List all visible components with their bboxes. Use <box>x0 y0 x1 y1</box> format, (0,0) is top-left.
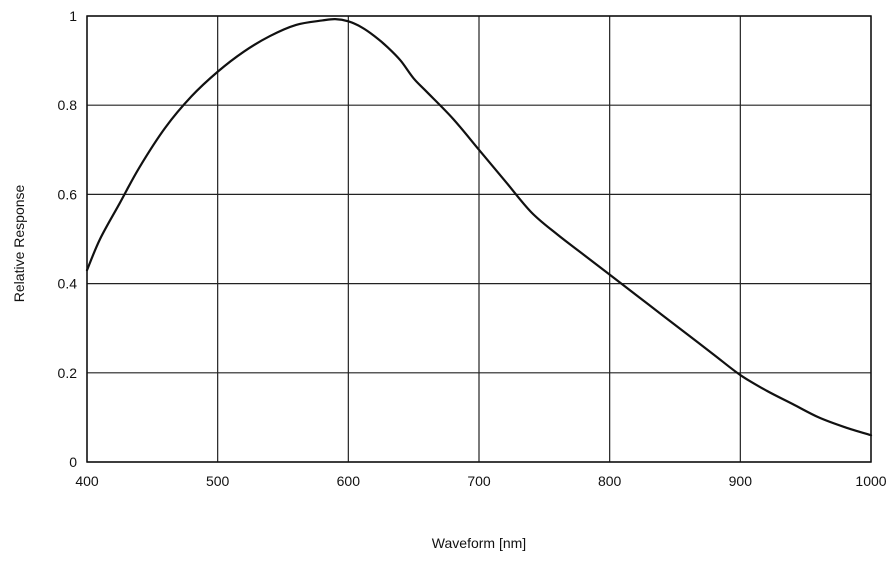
y-tick-label-4: 0.8 <box>58 97 78 113</box>
y-axis-title: Relative Response <box>11 184 27 302</box>
tick-labels: 400 500 600 700 800 900 1000 0 0.2 0.4 0.6 0.8 1 <box>58 8 887 489</box>
x-tick-label-4: 800 <box>598 473 622 489</box>
x-axis-title: Waveform [nm] <box>432 535 526 551</box>
x-tick-label-2: 600 <box>337 473 361 489</box>
x-tick-label-0: 400 <box>75 473 99 489</box>
x-tick-label-3: 700 <box>467 473 491 489</box>
plot-frame <box>86 15 872 463</box>
y-tick-label-2: 0.4 <box>58 276 78 292</box>
x-tick-label-5: 900 <box>729 473 753 489</box>
y-tick-label-1: 0.2 <box>58 365 78 381</box>
y-tick-label-0: 0 <box>69 454 77 470</box>
x-tick-label-1: 500 <box>206 473 230 489</box>
y-tick-label-3: 0.6 <box>58 186 78 202</box>
series-line-0 <box>85 17 873 437</box>
x-tick-label-6: 1000 <box>855 473 886 489</box>
y-tick-label-5: 1 <box>69 8 77 24</box>
series-layer <box>85 17 873 437</box>
